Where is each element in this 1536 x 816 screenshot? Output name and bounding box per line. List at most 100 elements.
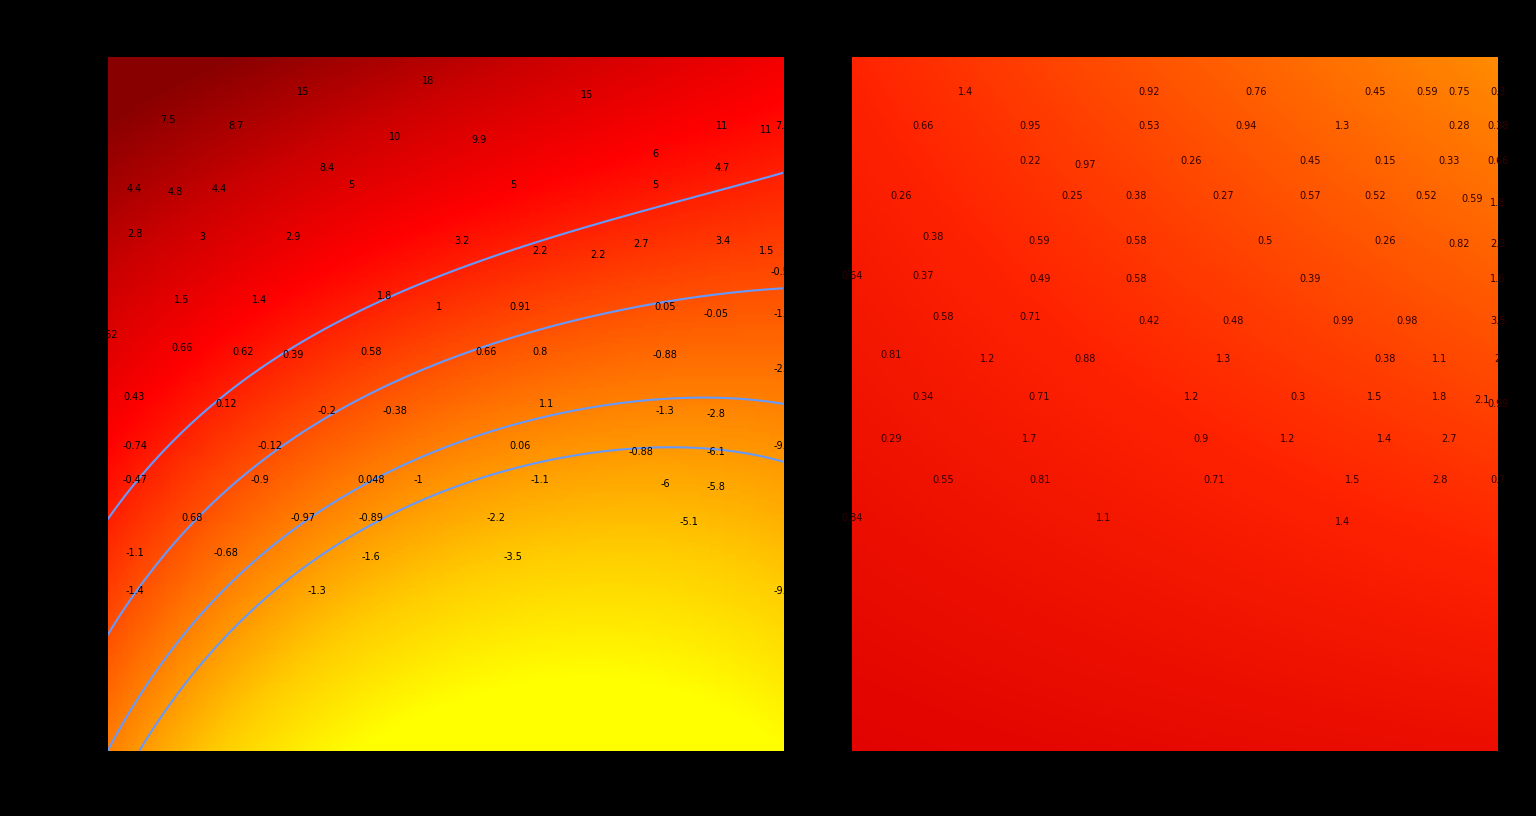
Text: 1.2: 1.2 — [1183, 392, 1200, 402]
Text: -9.9: -9.9 — [774, 586, 793, 596]
Text: 0.55: 0.55 — [932, 475, 954, 486]
Text: 1.5: 1.5 — [1344, 475, 1361, 486]
Text: -0.74: -0.74 — [121, 441, 147, 450]
Text: 2.3: 2.3 — [1490, 239, 1505, 250]
Text: 0.99: 0.99 — [1487, 399, 1508, 409]
Text: 5: 5 — [651, 180, 657, 190]
Text: 2.7: 2.7 — [1441, 433, 1458, 444]
Text: 0.81: 0.81 — [880, 350, 902, 361]
Text: -0.12: -0.12 — [257, 441, 283, 450]
Text: 0.5: 0.5 — [1258, 236, 1273, 246]
Text: 0.33: 0.33 — [1439, 156, 1459, 166]
Text: 1.4: 1.4 — [958, 86, 972, 97]
Text: 0.8: 0.8 — [533, 347, 548, 357]
Text: 18: 18 — [422, 77, 435, 86]
Text: 0.29: 0.29 — [880, 433, 902, 444]
Text: 1.3: 1.3 — [1217, 354, 1230, 364]
Text: -0.2: -0.2 — [318, 406, 336, 416]
Text: 0.38: 0.38 — [1487, 122, 1508, 131]
Text: -0.9: -0.9 — [250, 475, 269, 486]
Text: 1.1: 1.1 — [539, 399, 554, 409]
Text: 0.38: 0.38 — [923, 233, 943, 242]
Text: -0.52: -0.52 — [771, 267, 796, 277]
Text: 3: 3 — [200, 233, 206, 242]
Text: 0.39: 0.39 — [1299, 274, 1321, 284]
Text: 3.5: 3.5 — [1490, 316, 1505, 326]
Text: 0.98: 0.98 — [1396, 316, 1418, 326]
Text: -0.68: -0.68 — [214, 548, 238, 558]
Text: 0.3: 0.3 — [1490, 86, 1505, 97]
Text: 1.1: 1.1 — [1432, 354, 1447, 364]
Text: 0.92: 0.92 — [1138, 86, 1160, 97]
Text: -1: -1 — [413, 475, 424, 486]
Text: -0.47: -0.47 — [121, 475, 147, 486]
Text: 1.6: 1.6 — [1490, 274, 1505, 284]
Text: 0.58: 0.58 — [361, 347, 382, 357]
Text: 1.8: 1.8 — [1432, 392, 1447, 402]
Text: 0.3: 0.3 — [1290, 392, 1306, 402]
Text: 0.58: 0.58 — [932, 313, 954, 322]
Text: 0.71: 0.71 — [1203, 475, 1224, 486]
Text: -9.8: -9.8 — [774, 441, 793, 450]
Text: 15: 15 — [298, 86, 310, 97]
Text: -1.7: -1.7 — [774, 308, 793, 319]
Text: 0.22: 0.22 — [1018, 156, 1041, 166]
Text: 0.82: 0.82 — [1448, 239, 1470, 250]
Text: 0.45: 0.45 — [1364, 86, 1385, 97]
Text: -1.1: -1.1 — [124, 548, 144, 558]
Text: 0.59: 0.59 — [1029, 236, 1051, 246]
Text: 0.39: 0.39 — [283, 350, 304, 361]
Text: 0.97: 0.97 — [1074, 160, 1095, 170]
Text: 0.66: 0.66 — [475, 347, 496, 357]
Text: 1: 1 — [436, 302, 442, 312]
Text: 0.62: 0.62 — [232, 347, 253, 357]
Text: 1.4: 1.4 — [252, 295, 267, 305]
Text: 0.62: 0.62 — [97, 330, 118, 339]
Text: 0.26: 0.26 — [1375, 236, 1395, 246]
Text: 0.95: 0.95 — [1020, 122, 1040, 131]
Text: -1.1: -1.1 — [530, 475, 550, 486]
Text: 0.66: 0.66 — [170, 344, 192, 353]
Text: -6: -6 — [660, 479, 670, 489]
Text: 9.9: 9.9 — [472, 135, 487, 145]
Text: 0.048: 0.048 — [358, 475, 386, 486]
Text: -0.89: -0.89 — [359, 513, 384, 523]
Text: 1.5: 1.5 — [759, 246, 774, 256]
Text: 0.66: 0.66 — [1487, 156, 1508, 166]
Text: 8.7: 8.7 — [229, 122, 244, 131]
Text: 0.43: 0.43 — [124, 392, 146, 402]
Text: 2: 2 — [1495, 354, 1501, 364]
Text: 0.26: 0.26 — [891, 191, 911, 201]
Text: 0.12: 0.12 — [215, 399, 237, 409]
Text: -1.3: -1.3 — [307, 586, 327, 596]
Text: 0.71: 0.71 — [1029, 392, 1051, 402]
Text: -2.2: -2.2 — [487, 513, 505, 523]
Text: -5.8: -5.8 — [707, 482, 725, 492]
Text: 7.4: 7.4 — [776, 122, 791, 131]
Text: 0.76: 0.76 — [1246, 86, 1266, 97]
Text: -5.1: -5.1 — [679, 517, 699, 527]
Text: 2.2: 2.2 — [590, 250, 605, 259]
Text: -3.5: -3.5 — [504, 552, 522, 561]
Text: -0.88: -0.88 — [653, 350, 677, 361]
Text: 0.91: 0.91 — [508, 302, 530, 312]
Text: 0.45: 0.45 — [1299, 156, 1321, 166]
Text: -6.1: -6.1 — [707, 447, 725, 458]
Text: 0.05: 0.05 — [654, 302, 676, 312]
Text: -0.97: -0.97 — [290, 513, 316, 523]
Text: -1.4: -1.4 — [124, 586, 144, 596]
Text: 0.84: 0.84 — [842, 513, 863, 523]
Text: 0.58: 0.58 — [1126, 274, 1147, 284]
Text: 0.66: 0.66 — [912, 122, 934, 131]
Text: 1.3: 1.3 — [1335, 122, 1350, 131]
Text: 0.37: 0.37 — [912, 271, 934, 281]
Text: 1.8: 1.8 — [1490, 197, 1505, 208]
Text: 2.8: 2.8 — [1432, 475, 1447, 486]
Text: 3.2: 3.2 — [455, 236, 470, 246]
Text: 0.9: 0.9 — [1193, 433, 1209, 444]
Text: 7.5: 7.5 — [161, 114, 177, 125]
Text: 2.8: 2.8 — [127, 229, 143, 239]
Text: 10: 10 — [389, 132, 401, 142]
Text: 5: 5 — [510, 180, 516, 190]
Text: 0.59: 0.59 — [1461, 194, 1482, 204]
